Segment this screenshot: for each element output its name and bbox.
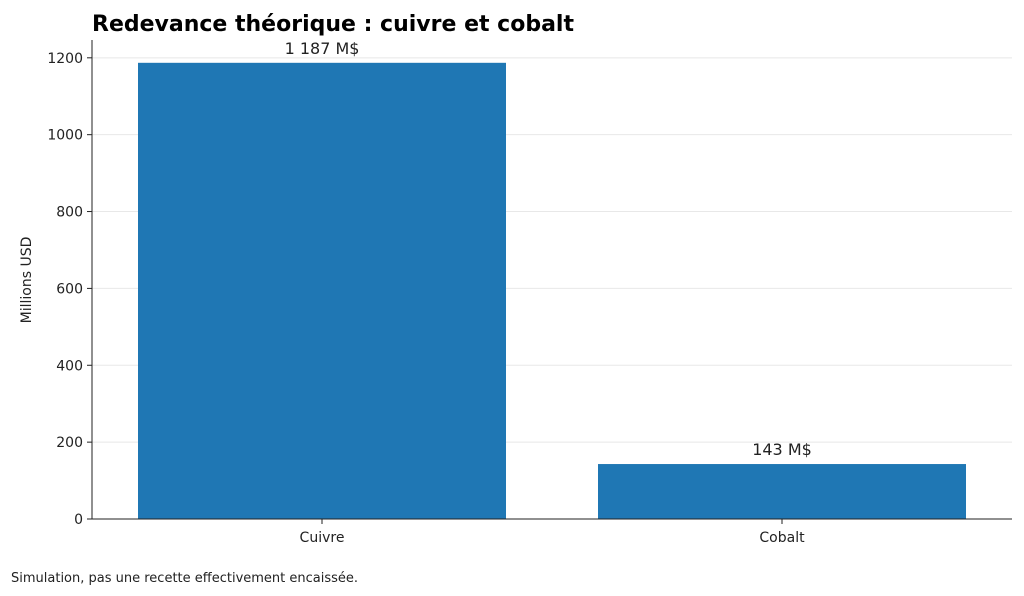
bar	[138, 62, 506, 520]
y-tick-label: 200	[56, 435, 83, 451]
chart-title: Redevance théorique : cuivre et cobalt	[92, 12, 574, 37]
x-tick-label: Cuivre	[300, 530, 345, 546]
y-tick-label: 0	[74, 512, 83, 528]
footnote: Simulation, pas une recette effectivemen…	[11, 571, 358, 586]
y-tick-label: 1200	[47, 51, 83, 67]
value-label: 1 187 M$	[285, 39, 360, 58]
bar	[598, 464, 966, 519]
y-tick-label: 400	[56, 358, 83, 374]
y-tick-label: 800	[56, 205, 83, 221]
value-label: 143 M$	[752, 440, 812, 459]
x-tick-label: Cobalt	[759, 530, 805, 546]
y-tick-label: 1000	[47, 128, 83, 144]
y-tick-label: 600	[56, 281, 83, 297]
y-axis-label: Millions USD	[19, 237, 35, 324]
